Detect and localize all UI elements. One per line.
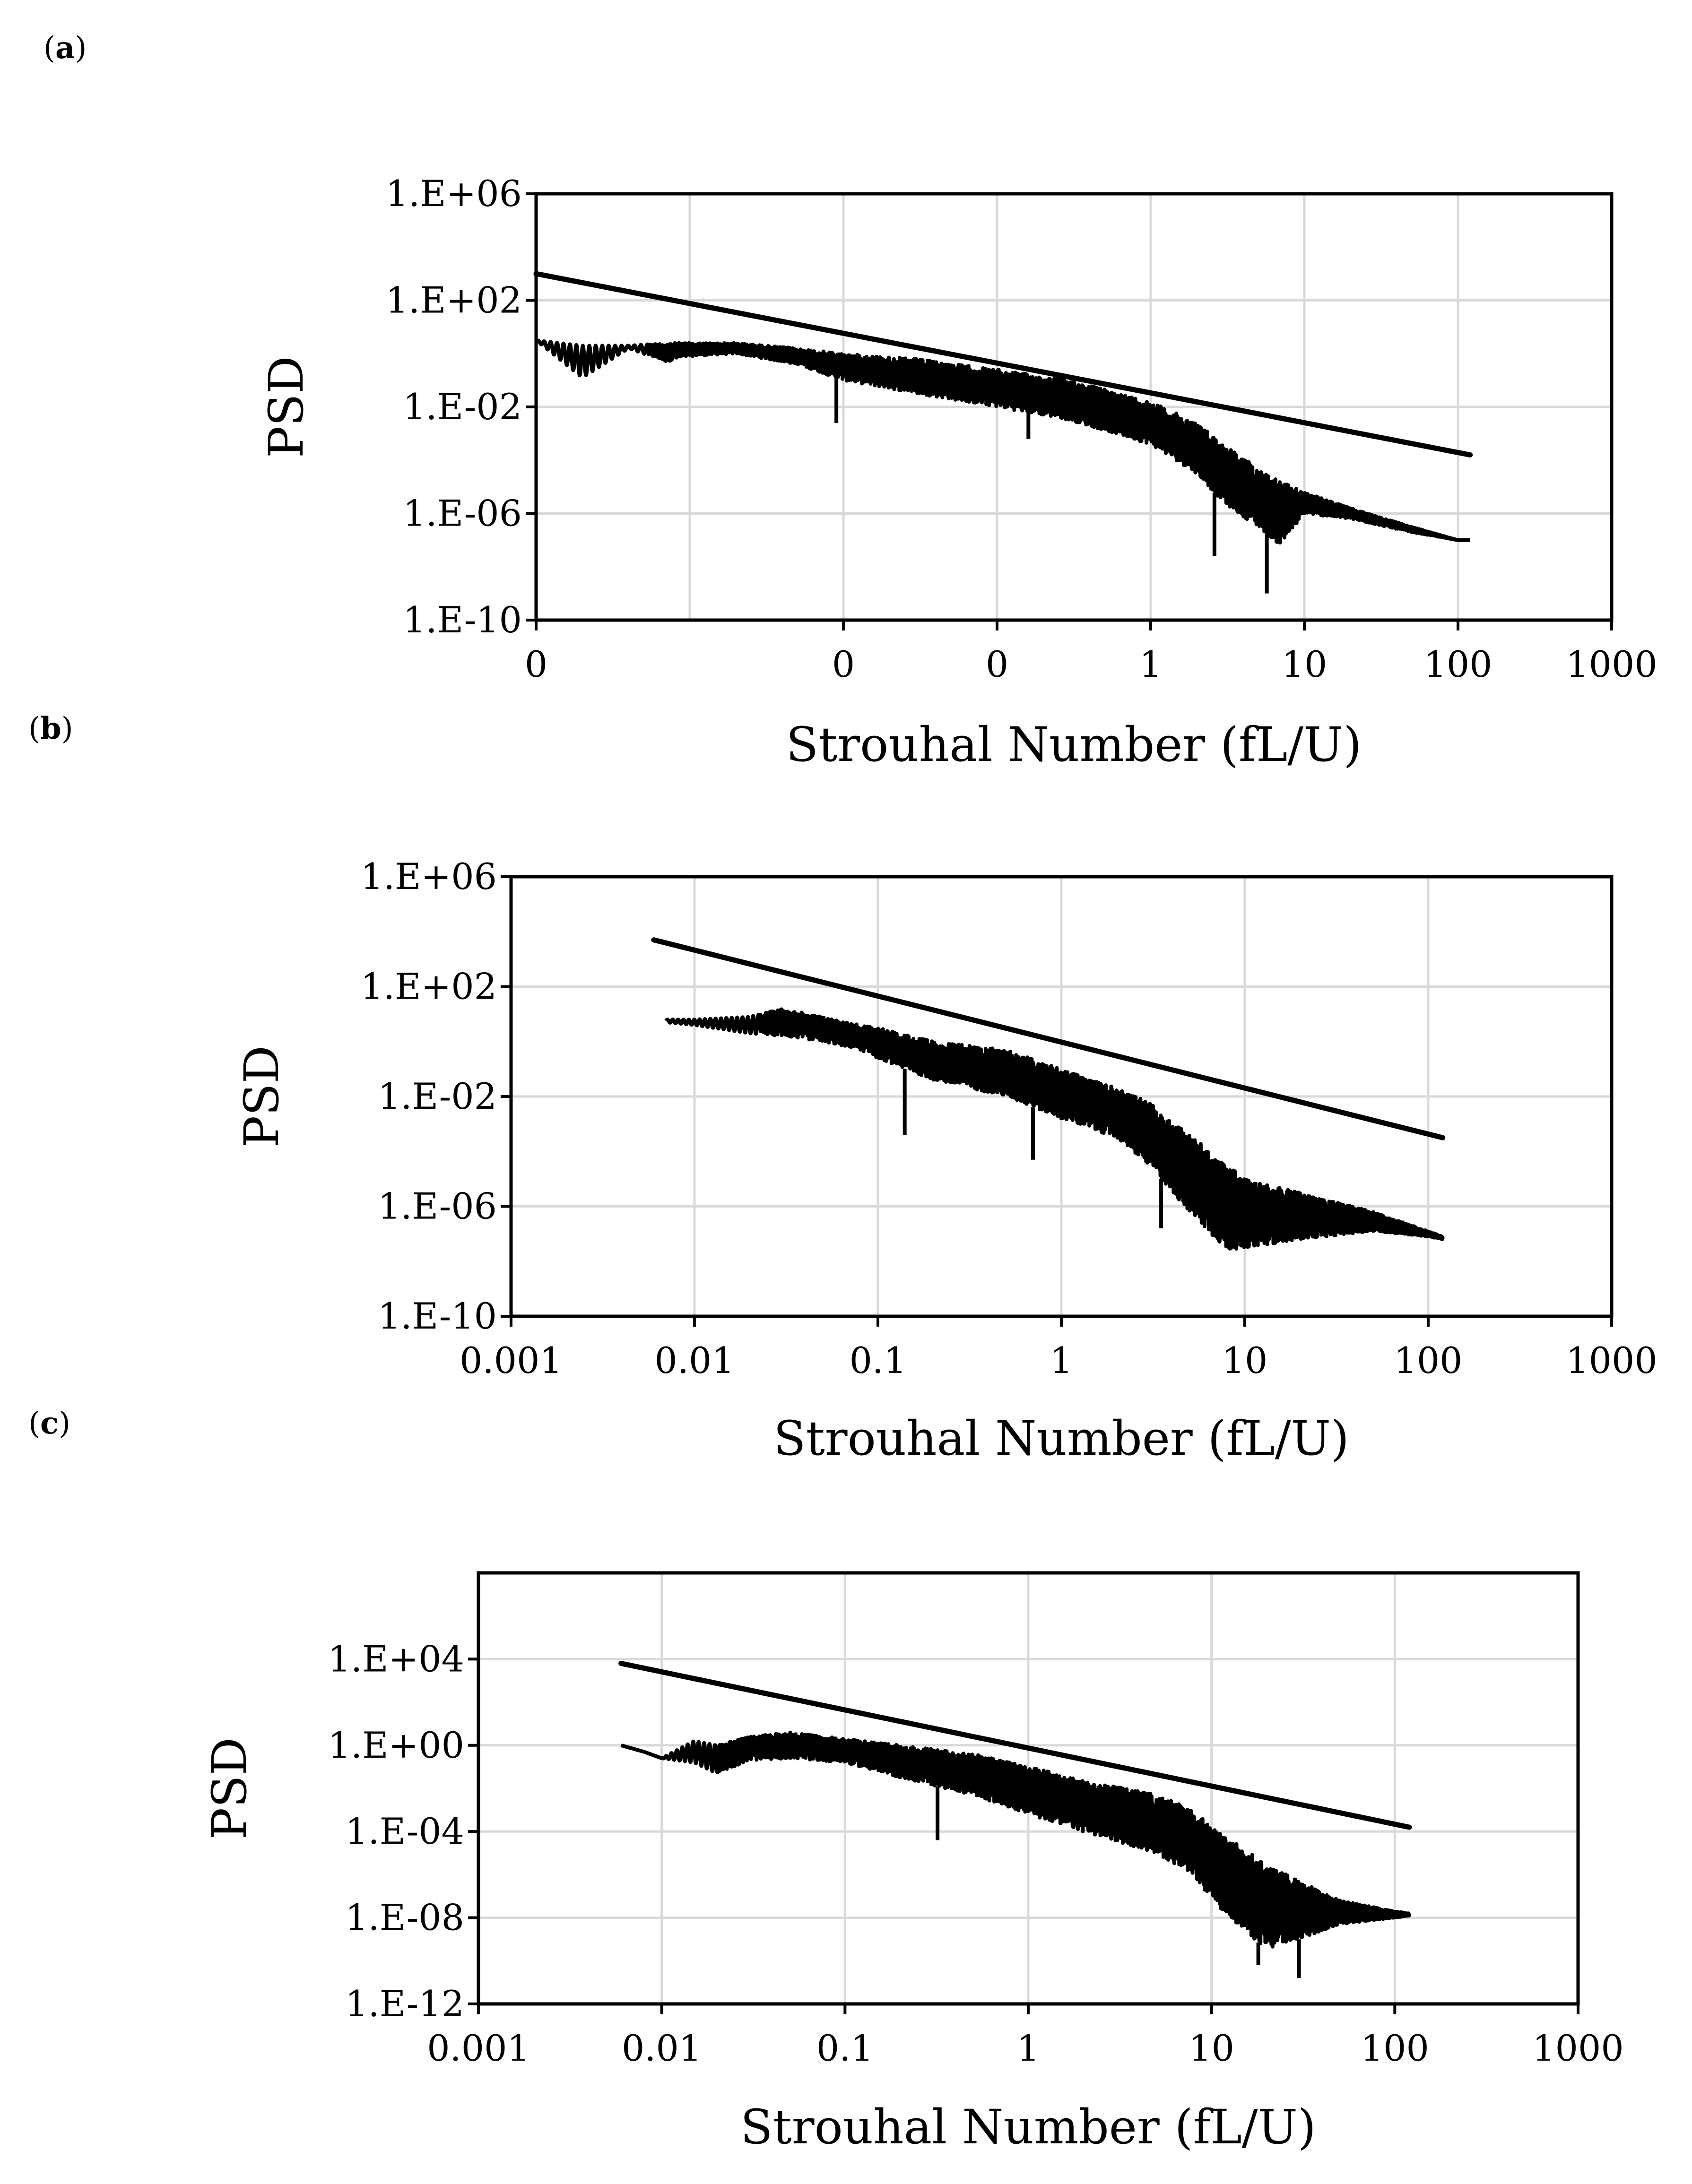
y-axis-title: PSD — [259, 356, 314, 458]
reference-slope-line — [533, 271, 1473, 458]
x-tick-label: 1 — [1050, 1339, 1073, 1381]
y-tick-label: 1.E-04 — [345, 1810, 464, 1852]
x-tick-label: 100 — [1361, 2027, 1429, 2069]
y-tick-label: 1.E-02 — [378, 1075, 497, 1117]
x-tick-label: 10 — [1189, 2027, 1234, 2069]
chart-a: 1.E+061.E+021.E-021.E-061.E-100 0 0 1 10 100 1… — [259, 173, 1657, 772]
x-tick-label: 10 — [1282, 643, 1328, 685]
x-tick-label: 0 — [525, 643, 547, 685]
reference-slope-line — [618, 1661, 1412, 1830]
reference-slope-line — [651, 937, 1446, 1140]
x-tick-label: 0 — [986, 643, 1008, 685]
psd-series-line — [619, 1730, 1411, 1949]
y-tick-label: 1.E+06 — [361, 855, 497, 898]
y-tick-label: 1.E-06 — [378, 1185, 497, 1227]
y-tick-label: 1.E-08 — [345, 1897, 464, 1939]
panel-label-b: (b) — [28, 711, 73, 746]
x-tick-label: 100 — [1394, 1339, 1462, 1381]
x-tick-label: 10 — [1222, 1339, 1268, 1381]
x-axis-title: Strouhal Number (fL/U) — [786, 717, 1362, 772]
y-tick-label: 1.E-10 — [378, 1295, 497, 1337]
panel-label-a: (a) — [43, 30, 87, 66]
y-tick-label: 1.E-06 — [403, 492, 522, 535]
chart-b: 1.E+06 1.E+02 1.E-02 1.E-06 1.E-100.001 0.01 0… — [234, 855, 1657, 1466]
x-tick-label: 1000 — [1532, 2027, 1623, 2069]
x-tick-label: 1000 — [1566, 1339, 1657, 1381]
x-tick-label: 1 — [1139, 643, 1162, 685]
y-tick-label: 1.E-12 — [345, 1983, 464, 2025]
panel-label-c: (c) — [28, 1406, 70, 1441]
x-tick-label: 0.01 — [622, 2027, 702, 2069]
y-tick-label: 1.E+06 — [386, 173, 522, 215]
chart-c: 1.E+04 1.E+00 1.E-04 1.E-08 1.E-120.001 0.01 0… — [202, 1571, 1624, 2155]
y-tick-label: 1.E-10 — [403, 599, 522, 641]
x-tick-label: 0 — [832, 643, 855, 685]
x-tick-label: 0.01 — [654, 1339, 734, 1381]
x-axis-title: Strouhal Number (fL/U) — [773, 1411, 1349, 1466]
x-tick-label: 0.1 — [850, 1339, 907, 1381]
y-tick-label: 1.E+04 — [328, 1638, 464, 1680]
x-tick-label: 100 — [1423, 643, 1492, 685]
psd-series-line — [664, 1007, 1445, 1251]
y-tick-label: 1.E-02 — [403, 386, 522, 428]
x-tick-label: 0.1 — [816, 2027, 874, 2069]
x-tick-label: 1000 — [1566, 643, 1657, 685]
y-tick-label: 1.E+00 — [328, 1724, 464, 1766]
y-axis-title: PSD — [202, 1737, 257, 1839]
x-axis-title: Strouhal Number (fL/U) — [740, 2099, 1316, 2155]
y-tick-label: 1.E+02 — [386, 279, 522, 321]
x-tick-label: 0.001 — [427, 2027, 530, 2069]
x-tick-label: 1 — [1017, 2027, 1040, 2069]
y-axis-title: PSD — [234, 1045, 289, 1148]
x-tick-label: 0.001 — [460, 1339, 563, 1381]
psd-series-line — [534, 338, 1472, 545]
y-tick-label: 1.E+02 — [361, 966, 497, 1008]
